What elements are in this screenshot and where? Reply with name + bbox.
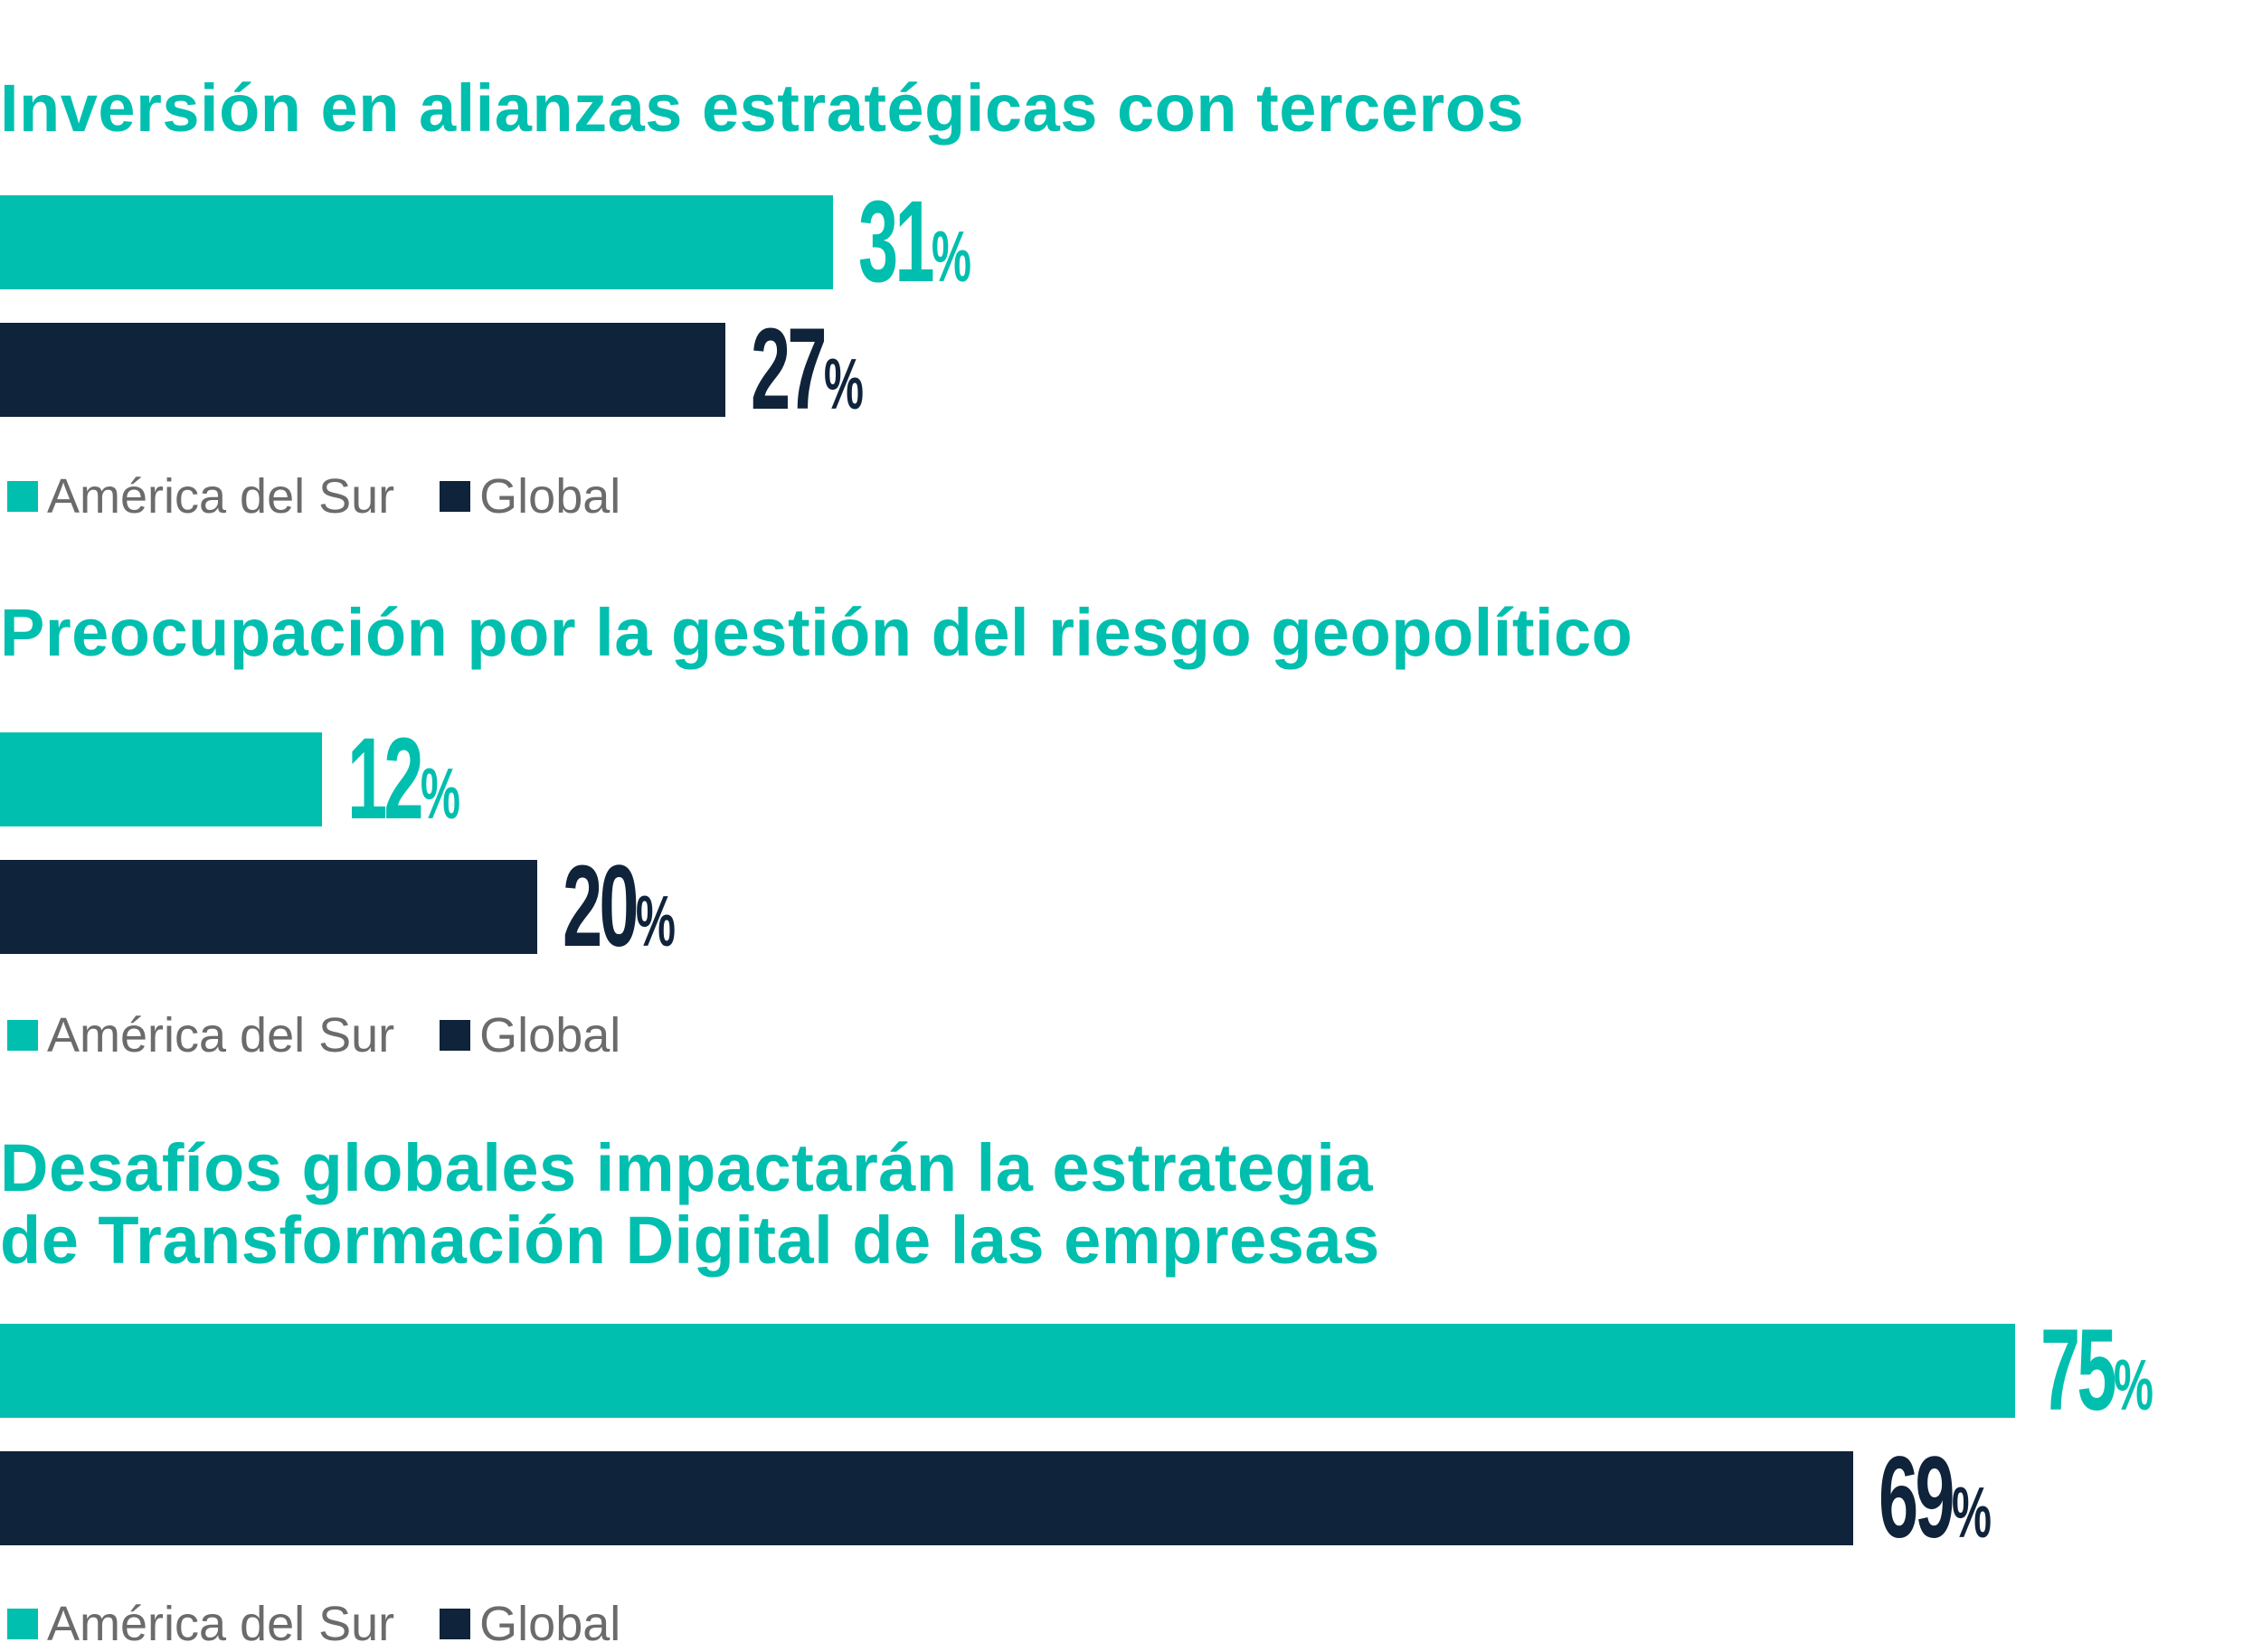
legend-label: Global — [479, 1008, 621, 1062]
value-label: 20% — [563, 849, 676, 965]
bar-2-america-del-sur — [0, 732, 323, 826]
chart-3-title: Desafíos globales impactarán la estrateg… — [0, 1130, 1374, 1205]
value-label: 69% — [1879, 1440, 1992, 1556]
bar-1-global — [0, 323, 725, 417]
bar-2-global — [0, 860, 537, 954]
bar-3-global — [0, 1451, 1854, 1545]
legend-swatch — [440, 481, 471, 512]
chart-2-title: Preocupación por la gestión del riesgo g… — [0, 595, 1633, 670]
value-number: 69 — [1879, 1433, 1955, 1562]
legend-swatch — [7, 481, 38, 512]
legend-label: Global — [479, 1597, 621, 1651]
legend-3: América del Sur Global — [7, 1596, 666, 1652]
bar-1-america-del-sur — [0, 195, 833, 289]
percent-sign: % — [931, 216, 971, 297]
percent-sign: % — [1952, 1472, 1992, 1553]
value-number: 75 — [2040, 1306, 2117, 1435]
legend-swatch — [440, 1609, 471, 1639]
value-label: 12% — [347, 722, 460, 837]
chart-3-title-line2: de Transformación Digital de las empresa… — [0, 1203, 1380, 1278]
legend-2: América del Sur Global — [7, 1007, 666, 1063]
value-number: 31 — [857, 177, 935, 307]
legend-label: América del Sur — [47, 469, 395, 524]
chart-1-title: Inversión en alianzas estratégicas con t… — [0, 71, 1525, 146]
percent-sign: % — [2113, 1345, 2153, 1425]
value-number: 12 — [347, 714, 424, 844]
value-label: 27% — [751, 312, 864, 428]
legend-label: América del Sur — [47, 1597, 395, 1651]
legend-1: América del Sur Global — [7, 468, 666, 524]
value-number: 20 — [563, 842, 639, 971]
percent-sign: % — [421, 753, 460, 834]
legend-swatch — [440, 1020, 471, 1051]
value-label: 75% — [2040, 1313, 2153, 1429]
legend-swatch — [7, 1020, 38, 1051]
percent-sign: % — [635, 881, 676, 961]
legend-label: América del Sur — [47, 1008, 395, 1062]
legend-swatch — [7, 1609, 38, 1639]
legend-label: Global — [479, 469, 621, 524]
value-number: 27 — [750, 305, 828, 434]
value-label: 31% — [858, 184, 971, 300]
percent-sign: % — [823, 344, 864, 424]
bar-3-america-del-sur — [0, 1324, 2015, 1418]
